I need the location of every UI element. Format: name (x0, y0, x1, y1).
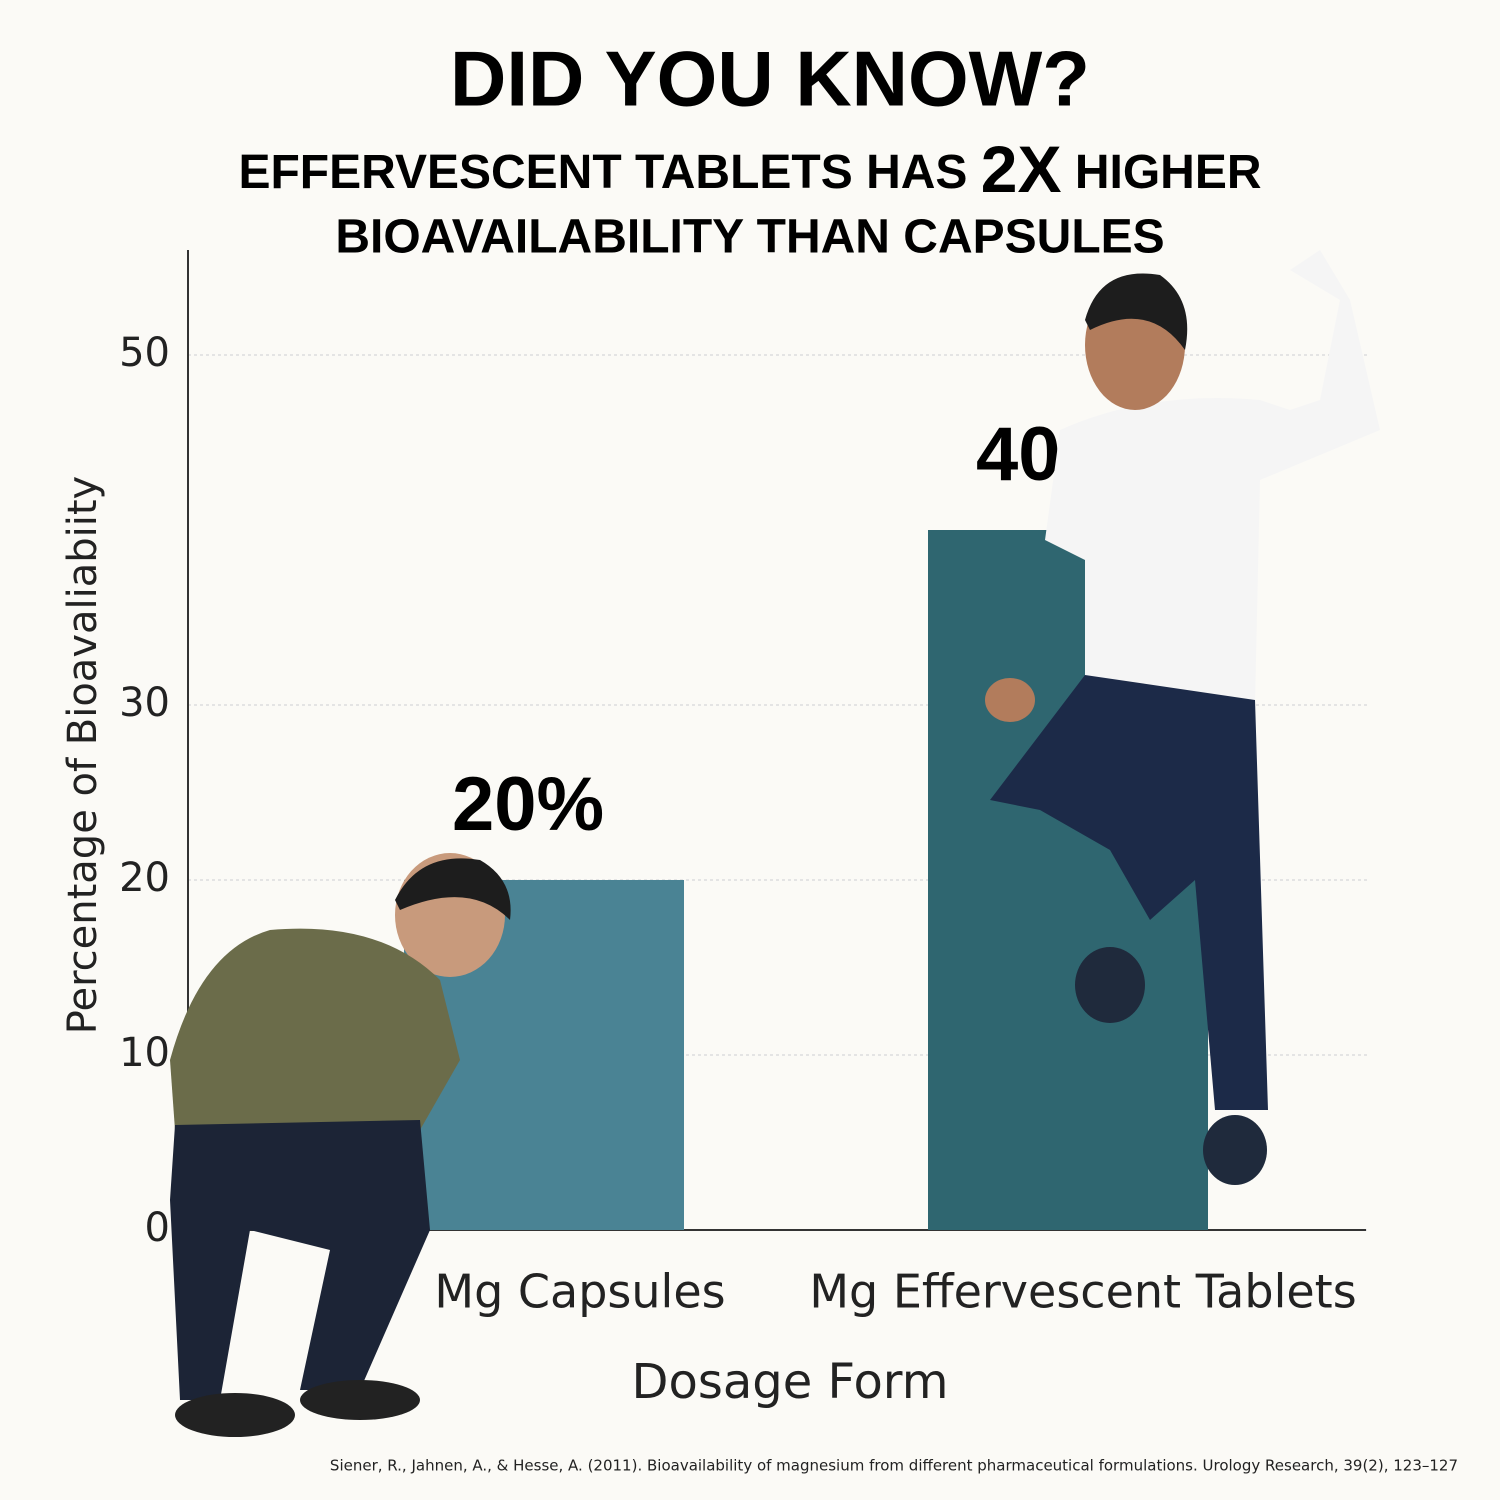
y-axis-label: Percentage of Bioavaliabiity (60, 476, 106, 1034)
y-tick-label: 0 (145, 1205, 170, 1251)
figure-happy (985, 250, 1380, 1185)
figure-part (1085, 273, 1188, 350)
figure-part (1045, 250, 1380, 705)
subtitle-line2: BIOAVAILABILITY THAN CAPSULES (335, 211, 1164, 264)
figure-part (300, 1380, 420, 1420)
subtitle-text: HIGHER (1075, 146, 1262, 199)
figure-part (1203, 1115, 1267, 1185)
figure-part (170, 1120, 430, 1400)
figure-sad (170, 853, 511, 1437)
figure-part (990, 675, 1268, 1110)
chart-title: DID YOU KNOW? (450, 35, 1090, 123)
x-axis-label: Dosage Form (632, 1354, 949, 1410)
x-tick-label: Mg Effervescent Tablets (809, 1265, 1356, 1319)
figure-part (175, 1393, 295, 1437)
y-tick-label: 10 (119, 1030, 170, 1076)
figure-part (1075, 947, 1145, 1023)
figure-part (395, 858, 511, 920)
figure-part (170, 928, 460, 1130)
figure-part (985, 678, 1035, 722)
y-tick-label: 50 (119, 330, 170, 376)
subtitle-line1: EFFERVESCENT TABLETS HAS 2X HIGHER (238, 132, 1261, 206)
value-label: 20% (452, 762, 604, 847)
x-tick-label: Mg Capsules (434, 1265, 725, 1319)
source: Siener, R., Jahnen, A., & Hesse, A. (201… (330, 1457, 1458, 1475)
y-tick-label: 30 (119, 680, 170, 726)
subtitle-text: EFFERVESCENT TABLETS HAS (238, 146, 967, 199)
y-tick-label: 20 (119, 855, 170, 901)
subtitle-emphasis: 2X (981, 132, 1062, 206)
